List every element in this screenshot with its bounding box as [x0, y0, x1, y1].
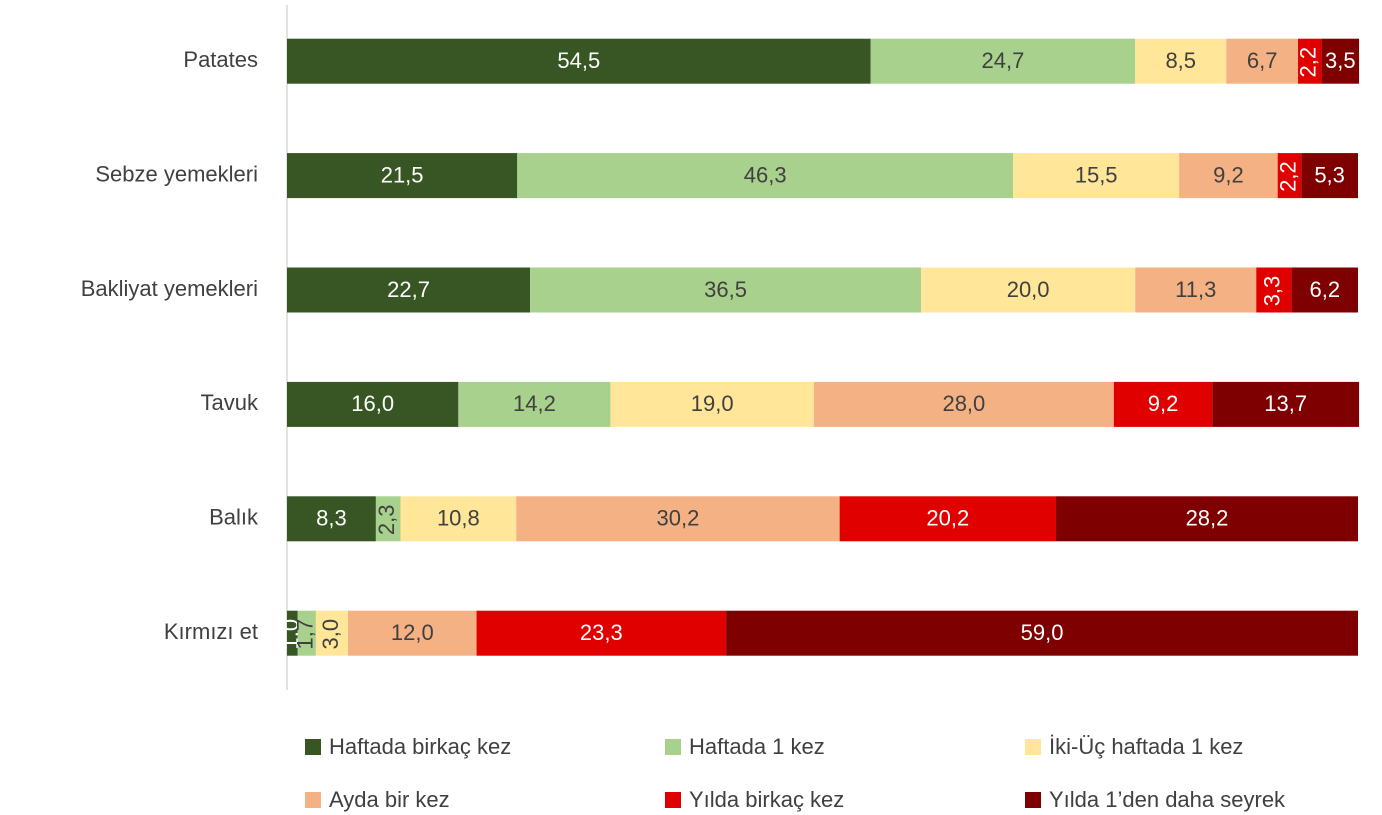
bar-segment	[1179, 153, 1278, 199]
data-label: 10,8	[437, 506, 480, 531]
data-label: 3,5	[1325, 48, 1356, 73]
legend-label: Yılda 1’den daha seyrek	[1049, 787, 1286, 812]
bar-segment	[1013, 153, 1180, 199]
bar-segment	[287, 153, 518, 199]
data-label: 36,5	[704, 277, 747, 302]
bar-segment	[287, 610, 298, 656]
data-label: 12,0	[391, 620, 434, 645]
bar-segment	[1226, 38, 1299, 84]
bar-segment	[1256, 267, 1292, 313]
bar-segment	[839, 496, 1056, 542]
data-label: 9,2	[1213, 162, 1244, 187]
bar-segment	[921, 267, 1136, 313]
bar-segment	[1113, 381, 1213, 427]
legend-swatch	[665, 739, 681, 755]
data-label: 6,7	[1247, 48, 1278, 73]
y-tick-label: Tavuk	[201, 390, 259, 415]
y-tick-label: Kırmızı et	[164, 619, 258, 644]
data-label: 2,2	[1296, 47, 1321, 78]
data-label: 6,2	[1310, 277, 1341, 302]
legend-label: İki-Üç haftada 1 kez	[1049, 734, 1243, 759]
legend-label: Haftada 1 kez	[689, 734, 825, 759]
bar-segment	[813, 381, 1114, 427]
bar-segment	[1301, 153, 1358, 199]
data-label: 14,2	[513, 391, 556, 416]
y-tick-label: Patates	[183, 47, 258, 72]
bar-segment	[516, 496, 840, 542]
data-label: 22,7	[387, 277, 430, 302]
data-label: 19,0	[691, 391, 734, 416]
data-label: 8,5	[1165, 48, 1196, 73]
y-tick-label: Bakliyat yemekleri	[81, 276, 258, 301]
data-label: 1,7	[293, 619, 318, 650]
bar-segment	[1321, 38, 1360, 84]
legend-label: Haftada birkaç kez	[329, 734, 511, 759]
bar-segment	[375, 496, 401, 542]
legend-swatch	[665, 792, 681, 808]
data-label: 15,5	[1075, 162, 1118, 187]
legend-swatch	[305, 739, 321, 755]
data-label: 20,2	[926, 506, 969, 531]
y-tick-label: Balık	[209, 505, 259, 530]
data-label: 13,7	[1264, 391, 1307, 416]
data-label: 11,3	[1175, 277, 1216, 302]
bar-segment	[348, 610, 477, 656]
data-label: 16,0	[351, 391, 394, 416]
data-label: 24,7	[982, 48, 1025, 73]
bar-segment	[1277, 153, 1302, 199]
data-label: 28,0	[942, 391, 985, 416]
bar-segment	[1212, 381, 1360, 427]
data-label: 20,0	[1007, 277, 1050, 302]
bar-segment	[458, 381, 611, 427]
y-tick-label: Sebze yemekleri	[95, 161, 258, 186]
bar-segment	[530, 267, 922, 313]
bar-segment	[1298, 38, 1322, 84]
data-label: 30,2	[657, 506, 700, 531]
legend-swatch	[1025, 739, 1041, 755]
bar-segment	[870, 38, 1136, 84]
data-label: 54,5	[557, 48, 600, 73]
legend-swatch	[1025, 792, 1041, 808]
bar-segment	[517, 153, 1014, 199]
data-label: 9,2	[1148, 391, 1179, 416]
data-label: 2,2	[1275, 161, 1300, 192]
bar-segment	[1291, 267, 1358, 313]
data-label: 3,0	[318, 619, 343, 650]
bar-segment	[287, 381, 459, 427]
bar-segment	[1135, 38, 1227, 84]
data-label: 5,3	[1314, 162, 1345, 187]
bar-segment	[287, 267, 531, 313]
bar-segment	[726, 610, 1358, 656]
data-label: 59,0	[1021, 620, 1064, 645]
data-label: 3,3	[1260, 276, 1285, 307]
data-label: 23,3	[580, 620, 623, 645]
data-label: 46,3	[744, 162, 787, 187]
bar-segment	[476, 610, 727, 656]
bar-segment	[400, 496, 517, 542]
bar-segment	[1135, 267, 1257, 313]
bar-segment	[287, 496, 376, 542]
legend-swatch	[305, 792, 321, 808]
bar-segment	[610, 381, 814, 427]
bar-segment	[287, 38, 871, 84]
data-label: 21,5	[381, 162, 424, 187]
data-label: 2,3	[374, 505, 399, 536]
legend-label: Yılda birkaç kez	[689, 787, 844, 812]
data-label: 28,2	[1186, 506, 1229, 531]
legend-label: Ayda bir kez	[329, 787, 450, 812]
bar-segment	[1055, 496, 1358, 542]
data-label: 8,3	[316, 506, 347, 531]
bar-segment	[315, 610, 349, 656]
bar-segment	[297, 610, 316, 656]
